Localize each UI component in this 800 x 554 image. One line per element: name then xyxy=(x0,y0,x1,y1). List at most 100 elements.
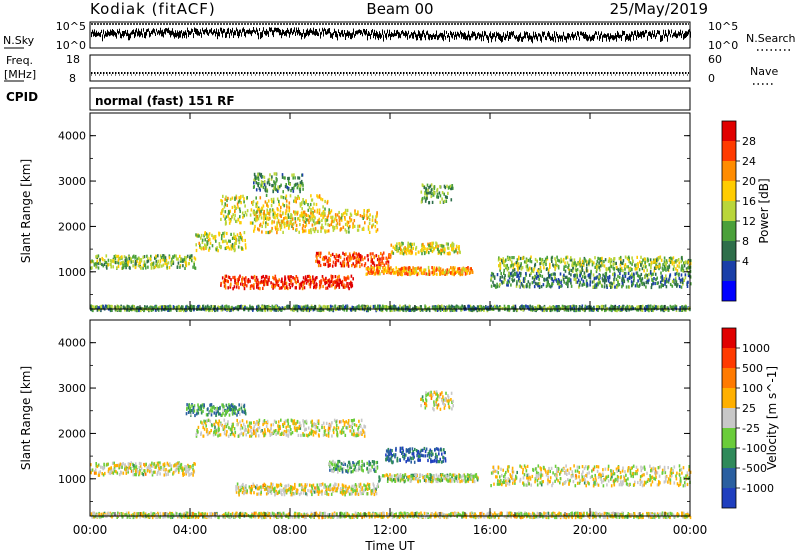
range-cell xyxy=(569,258,572,262)
range-cell xyxy=(662,283,664,288)
range-cell xyxy=(527,280,530,284)
range-cell xyxy=(623,271,626,276)
range-cell xyxy=(397,306,400,310)
range-cell xyxy=(506,283,508,287)
nsky-sample xyxy=(491,36,492,43)
range-cell xyxy=(198,241,200,245)
range-cell xyxy=(234,241,236,245)
range-cell xyxy=(628,285,631,289)
nsky-sample xyxy=(528,35,529,42)
range-cell xyxy=(661,304,663,309)
range-cell xyxy=(205,232,208,237)
range-cell xyxy=(672,267,675,271)
nsky-sample xyxy=(459,34,460,38)
range-cell xyxy=(137,264,140,268)
range-cell xyxy=(511,306,513,310)
range-cell xyxy=(227,275,230,279)
range-cell xyxy=(668,258,671,262)
range-cell xyxy=(305,223,308,227)
range-cell xyxy=(447,191,449,195)
nsky-sample xyxy=(238,31,239,39)
range-cell xyxy=(603,278,606,282)
range-cell xyxy=(351,308,354,312)
range-cell xyxy=(615,277,618,281)
range-cell xyxy=(455,308,458,312)
range-cell xyxy=(130,305,133,309)
range-cell xyxy=(335,285,337,289)
range-cell xyxy=(180,305,183,309)
range-cell xyxy=(499,275,502,280)
range-cell xyxy=(617,269,620,273)
range-cell xyxy=(292,226,294,231)
range-cell xyxy=(450,271,452,275)
nsky-sample xyxy=(600,33,601,39)
range-cell xyxy=(372,223,375,227)
range-cell xyxy=(646,308,649,312)
nsky-sample xyxy=(420,33,421,41)
range-cell xyxy=(182,305,184,309)
range-cell xyxy=(541,308,544,312)
range-cell xyxy=(469,270,472,274)
range-cell xyxy=(627,265,629,269)
range-cell xyxy=(407,248,409,253)
range-cell xyxy=(314,221,317,225)
range-cell xyxy=(586,263,588,267)
range-cell xyxy=(186,254,189,258)
range-cell xyxy=(381,269,383,274)
range-cell xyxy=(430,188,433,192)
nsky-sample xyxy=(641,31,642,39)
range-cell xyxy=(549,308,552,313)
range-cell xyxy=(629,274,632,278)
range-cell xyxy=(284,216,287,220)
range-cell xyxy=(278,286,281,290)
range-cell xyxy=(446,252,449,256)
range-cell xyxy=(253,213,256,217)
range-cell xyxy=(663,308,666,312)
range-cell xyxy=(277,208,279,212)
nsky-sample xyxy=(480,33,481,38)
range-cell xyxy=(518,264,521,268)
range-cell xyxy=(544,257,547,261)
range-cell xyxy=(305,213,308,217)
range-cell xyxy=(370,256,373,260)
nsky-sample xyxy=(516,34,517,39)
range-cell xyxy=(501,259,503,263)
range-cell xyxy=(291,217,294,221)
range-cell xyxy=(414,267,416,271)
range-cell xyxy=(412,271,414,275)
range-cell xyxy=(224,305,226,309)
range-cell xyxy=(218,245,221,249)
range-cell xyxy=(249,286,252,290)
range-cell xyxy=(369,267,372,271)
nsky-sample xyxy=(536,34,537,40)
range-cell xyxy=(327,279,330,283)
range-cell xyxy=(555,305,558,309)
range-cell xyxy=(405,266,407,270)
nsky-sample xyxy=(390,33,391,41)
range-cell xyxy=(331,252,334,256)
nsky-sample xyxy=(175,30,176,38)
nsky-sample xyxy=(624,31,625,36)
range-cell xyxy=(663,305,666,309)
range-cell xyxy=(324,282,326,286)
range-cell xyxy=(656,276,658,280)
nsky-sample xyxy=(501,35,502,43)
range-cell xyxy=(556,282,559,286)
range-cell xyxy=(292,282,294,286)
range-cell xyxy=(378,259,380,263)
range-cell xyxy=(363,305,365,309)
range-cell xyxy=(252,276,254,280)
range-cell xyxy=(574,261,576,265)
nsky-sample xyxy=(647,35,648,41)
range-cell xyxy=(204,243,206,247)
range-cell xyxy=(459,306,461,310)
range-cell xyxy=(179,259,182,263)
range-cell xyxy=(507,304,510,309)
range-cell xyxy=(642,258,644,262)
range-cell xyxy=(513,262,516,266)
range-cell xyxy=(295,304,297,308)
range-cell xyxy=(637,263,639,267)
range-cell xyxy=(226,241,228,245)
range-cell xyxy=(231,236,234,240)
range-cell xyxy=(683,261,685,265)
